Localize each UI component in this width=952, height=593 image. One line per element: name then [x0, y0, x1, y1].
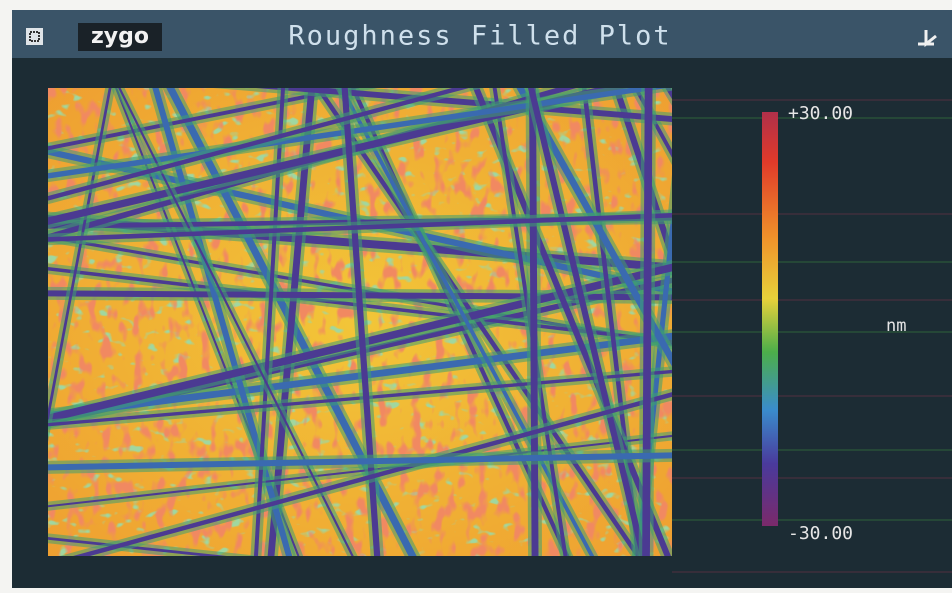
scratch [73, 392, 672, 556]
colorbar-min: -30.00 [788, 523, 853, 544]
colorbar-unit: nm [886, 316, 906, 336]
logo-box [78, 23, 162, 51]
scratch [48, 88, 360, 151]
scratch [48, 536, 227, 556]
scratch [341, 88, 381, 556]
scratch [48, 88, 668, 179]
logo: zygo [91, 24, 149, 49]
title-bar [12, 10, 952, 58]
scanlines [672, 99, 952, 573]
roughness-plot [48, 88, 672, 556]
scratch [529, 88, 539, 556]
scratch [48, 452, 672, 471]
scratch [48, 213, 672, 242]
scratch [48, 88, 470, 201]
close-button[interactable] [26, 28, 43, 45]
color-bar [762, 112, 778, 526]
close-icon [29, 31, 40, 42]
window-title: Roughness Filled Plot [288, 21, 671, 52]
tool-icon [918, 30, 937, 48]
scratch [315, 88, 641, 556]
scratch [48, 88, 112, 424]
scratches [48, 88, 672, 556]
colorbar-max: +30.00 [788, 103, 853, 124]
scratch [642, 88, 653, 556]
scratch [527, 88, 647, 556]
scratch [613, 88, 672, 266]
